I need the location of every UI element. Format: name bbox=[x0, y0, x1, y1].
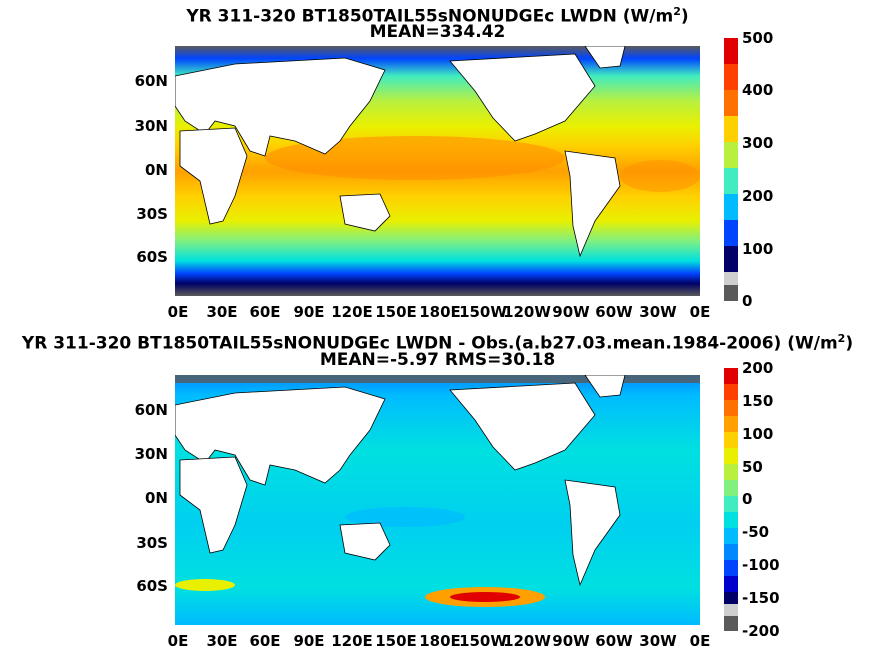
x-tick: 180E bbox=[419, 303, 461, 321]
x-tick: 30E bbox=[206, 303, 238, 321]
south-america-shape bbox=[564, 150, 621, 258]
y-tick-60n: 60N bbox=[134, 401, 168, 419]
cbar2-tick: -200 bbox=[742, 622, 780, 640]
x-tick: 120E bbox=[331, 303, 373, 321]
colorbar-panel1 bbox=[724, 38, 738, 301]
x-tick: 30W bbox=[639, 632, 677, 650]
africa-shape bbox=[179, 127, 248, 225]
y-tick-30n: 30N bbox=[134, 445, 168, 463]
greenland-shape bbox=[584, 46, 626, 69]
y-tick-30s: 30S bbox=[136, 205, 168, 223]
cbar1-tick: 100 bbox=[742, 240, 774, 258]
map-panel-diff bbox=[175, 375, 700, 625]
y-tick-0n: 0N bbox=[145, 161, 168, 179]
x-tick: 90E bbox=[293, 303, 325, 321]
x-tick: 120W bbox=[503, 632, 551, 650]
x-tick: 120E bbox=[331, 632, 373, 650]
x-tick: 0E bbox=[167, 632, 189, 650]
continents bbox=[175, 375, 626, 587]
x-tick: 90W bbox=[552, 303, 590, 321]
cbar2-tick: -50 bbox=[742, 523, 770, 541]
x-tick: 60E bbox=[249, 632, 281, 650]
x-tick: 120W bbox=[503, 303, 551, 321]
diff-map bbox=[175, 375, 700, 625]
warm-pool bbox=[265, 136, 565, 180]
panel2-stats: MEAN=-5.97 RMS=30.18 bbox=[319, 350, 556, 370]
lwdn-map bbox=[175, 46, 700, 296]
x-tick: 180E bbox=[419, 632, 461, 650]
x-tick: 30E bbox=[206, 632, 238, 650]
x-tick: 90W bbox=[552, 632, 590, 650]
cbar1-tick: 0 bbox=[742, 292, 753, 310]
continents bbox=[175, 46, 626, 258]
cbar2-tick: 100 bbox=[742, 425, 774, 443]
cbar1-tick: 400 bbox=[742, 81, 774, 99]
x-tick: 150E bbox=[375, 632, 417, 650]
cbar2-tick: 200 bbox=[742, 359, 774, 377]
colorbar-panel2 bbox=[724, 368, 738, 631]
x-tick: 60W bbox=[595, 632, 633, 650]
x-tick: 60W bbox=[595, 303, 633, 321]
x-tick: 150E bbox=[375, 303, 417, 321]
cbar2-tick: -100 bbox=[742, 556, 780, 574]
cbar1-tick: 200 bbox=[742, 187, 774, 205]
x-tick: 90E bbox=[293, 632, 325, 650]
y-tick-30s: 30S bbox=[136, 534, 168, 552]
colorbar-panel1-swatches bbox=[724, 38, 738, 301]
x-tick: 0E bbox=[689, 632, 711, 650]
cbar1-tick: 300 bbox=[742, 134, 774, 152]
cbar2-tick: -150 bbox=[742, 589, 780, 607]
x-tick: 30W bbox=[639, 303, 677, 321]
y-tick-0n: 0N bbox=[145, 489, 168, 507]
x-tick: 150W bbox=[459, 632, 507, 650]
panel1-title: YR 311-320 BT1850TAIL55sNONUDGEc LWDN (W… bbox=[186, 5, 689, 27]
australia-shape bbox=[339, 193, 391, 232]
north-america-shape bbox=[449, 53, 596, 142]
cbar2-tick: 0 bbox=[742, 490, 753, 508]
x-tick: 0E bbox=[167, 303, 189, 321]
cbar1-tick: 500 bbox=[742, 29, 774, 47]
cbar2-tick: 50 bbox=[742, 458, 763, 476]
x-tick: 0E bbox=[689, 303, 711, 321]
y-tick-60s: 60S bbox=[136, 248, 168, 266]
colorbar-panel2-swatches bbox=[724, 368, 738, 631]
x-tick: 60E bbox=[249, 303, 281, 321]
atlantic-warm bbox=[620, 160, 700, 192]
cbar2-tick: 150 bbox=[742, 392, 774, 410]
panel1-mean: MEAN=334.42 bbox=[369, 22, 506, 42]
panel2-title: YR 311-320 BT1850TAIL55sNONUDGEc LWDN - … bbox=[21, 332, 854, 354]
x-tick: 150W bbox=[459, 303, 507, 321]
y-tick-30n: 30N bbox=[134, 117, 168, 135]
map-panel-lwdn bbox=[175, 46, 700, 296]
y-tick-60n: 60N bbox=[134, 72, 168, 90]
y-tick-60s: 60S bbox=[136, 577, 168, 595]
